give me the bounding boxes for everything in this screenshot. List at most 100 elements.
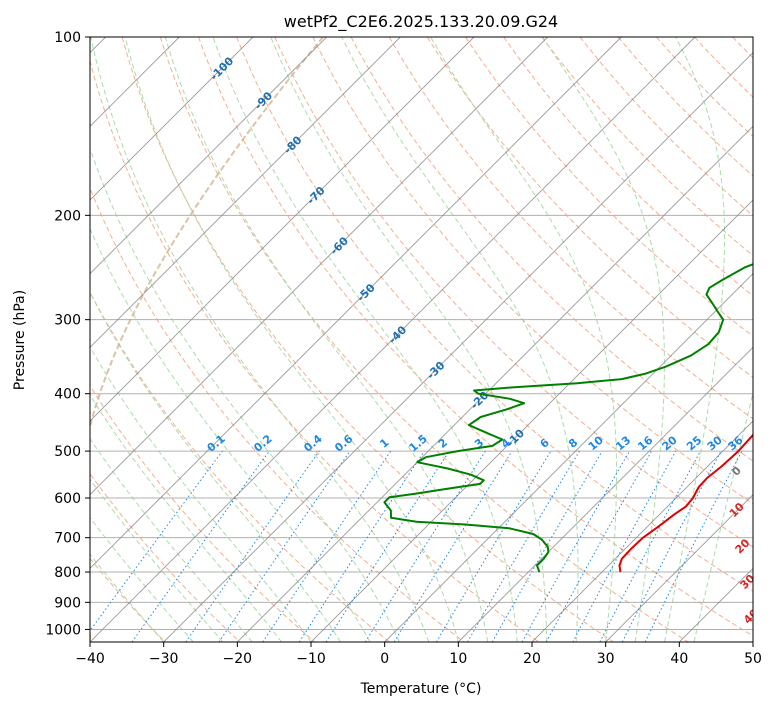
moist-adiabat [90, 345, 312, 642]
mixing-ratio-line [572, 450, 677, 642]
moist-adiabat [90, 227, 371, 642]
dry-adiabat [312, 37, 753, 505]
dewpoint-profile [383, 263, 753, 573]
background-lines [90, 37, 775, 642]
dry-adiabat [465, 37, 753, 337]
moist-adiabat [693, 390, 753, 642]
dry-adiabat [121, 37, 614, 642]
dry-adiabat [198, 37, 753, 637]
mixing-ratio-line [393, 450, 513, 642]
mixing-ratio-line [131, 450, 270, 642]
line-labels: 0.1 0.2 0.4 0.6 1 1.5 2 3 4 6 8 10 13 16 20 25 30 36-100-… [205, 54, 761, 626]
moist-adiabat [90, 437, 253, 642]
moist-adiabat-label: 30 [738, 572, 758, 592]
mixing-ratio-line [218, 450, 351, 642]
plot-frame [89, 36, 754, 643]
dry-adiabat [236, 37, 753, 592]
mixing-ratio-line [325, 450, 450, 642]
moist-adiabat [341, 37, 579, 642]
dry-adiabat [274, 37, 753, 548]
mixing-ratio-label: 16 [635, 433, 655, 453]
dry-adiabat [90, 384, 316, 642]
isotherm-label: -80 [281, 133, 304, 156]
moist-adiabat [212, 37, 518, 642]
dry-adiabat [90, 186, 465, 642]
dry-adiabat [694, 37, 753, 98]
y-axis-ticks: 100 200 300 400 500 600 700 800 900 1000 [45, 30, 90, 638]
x-tick-label: −40 [75, 651, 105, 667]
x-tick-label: 40 [670, 651, 688, 667]
mixing-ratio-line [545, 450, 653, 642]
y-tick-label: 900 [54, 595, 81, 611]
y-tick-label: 400 [54, 387, 81, 403]
moist-adiabat-label: 20 [733, 536, 753, 556]
dry-adiabat [771, 37, 775, 642]
isotherm [531, 420, 753, 642]
mixing-ratio-line [521, 450, 630, 642]
y-tick-label: 100 [54, 30, 81, 46]
x-axis-ticks: −40 −30 −20 −10 0 10 20 30 40 50 [75, 642, 762, 667]
y-tick-label: 600 [54, 491, 81, 507]
x-tick-label: 10 [449, 651, 467, 667]
dry-adiabat [503, 37, 753, 297]
mixing-ratio-line [298, 450, 425, 642]
dry-adiabat [388, 37, 753, 420]
x-tick-label: 30 [597, 651, 615, 667]
chart-title: wetPf2_C2E6.2025.133.20.09.G24 [284, 12, 558, 32]
moist-adiabat-label: 0 [729, 464, 744, 479]
moist-adiabat [90, 394, 282, 642]
mixing-ratio-label: 2 [436, 436, 450, 451]
isotherm-label: -40 [386, 323, 409, 346]
isotherm [90, 37, 254, 201]
isotherm [90, 37, 622, 569]
moist-adiabat-label: 10 [727, 500, 747, 520]
moist-adiabat [90, 146, 400, 642]
isotherm-label: -100 [208, 54, 237, 83]
mixing-ratio-line [435, 450, 552, 642]
dry-adiabat [90, 291, 390, 642]
temperature-profile [618, 432, 753, 573]
moist-adiabat [124, 37, 459, 642]
mixing-ratio-label: 10 [586, 433, 606, 453]
y-tick-label: 800 [54, 565, 81, 581]
dry-adiabat [90, 59, 540, 642]
y-axis-title: Pressure (hPa) [12, 290, 28, 390]
y-tick-label: 200 [54, 208, 81, 224]
x-tick-label: 20 [523, 651, 541, 667]
isotherm [90, 37, 475, 422]
isotherm [90, 37, 401, 348]
isotherm [605, 494, 753, 642]
isotherm [90, 37, 327, 275]
dry-adiabat [541, 37, 753, 257]
mixing-ratio-line [90, 450, 223, 632]
x-tick-label: −20 [223, 651, 253, 667]
isotherm [752, 641, 753, 642]
isotherm-label: -90 [252, 89, 275, 112]
y-tick-label: 500 [54, 444, 81, 460]
isotherm [310, 199, 753, 642]
moist-adiabat-label: 40 [741, 606, 761, 626]
dry-adiabat [617, 37, 753, 177]
moist-adiabat [164, 37, 489, 642]
isotherm-label: -70 [304, 184, 327, 207]
moist-adiabat [90, 291, 341, 642]
isotherm-label: -20 [468, 389, 491, 412]
dry-adiabat [426, 37, 753, 378]
isotherm-label: -60 [328, 234, 351, 257]
isotherm [237, 125, 753, 642]
x-axis-title: Temperature (°C) [360, 681, 482, 697]
y-tick-label: 300 [54, 313, 81, 329]
moist-adiabat [90, 478, 223, 642]
moist-adiabat [90, 516, 194, 642]
dry-adiabat [90, 472, 241, 642]
x-tick-label: 0 [380, 651, 389, 667]
moist-adiabat [270, 37, 548, 642]
isotherm [90, 37, 548, 496]
mixing-ratio-line [185, 450, 320, 642]
moist-adiabat [90, 37, 430, 642]
mixing-ratio-line [644, 450, 743, 642]
mixing-ratio-line [364, 450, 486, 642]
x-tick-label: −10 [296, 651, 326, 667]
moist-adiabat [430, 37, 617, 642]
